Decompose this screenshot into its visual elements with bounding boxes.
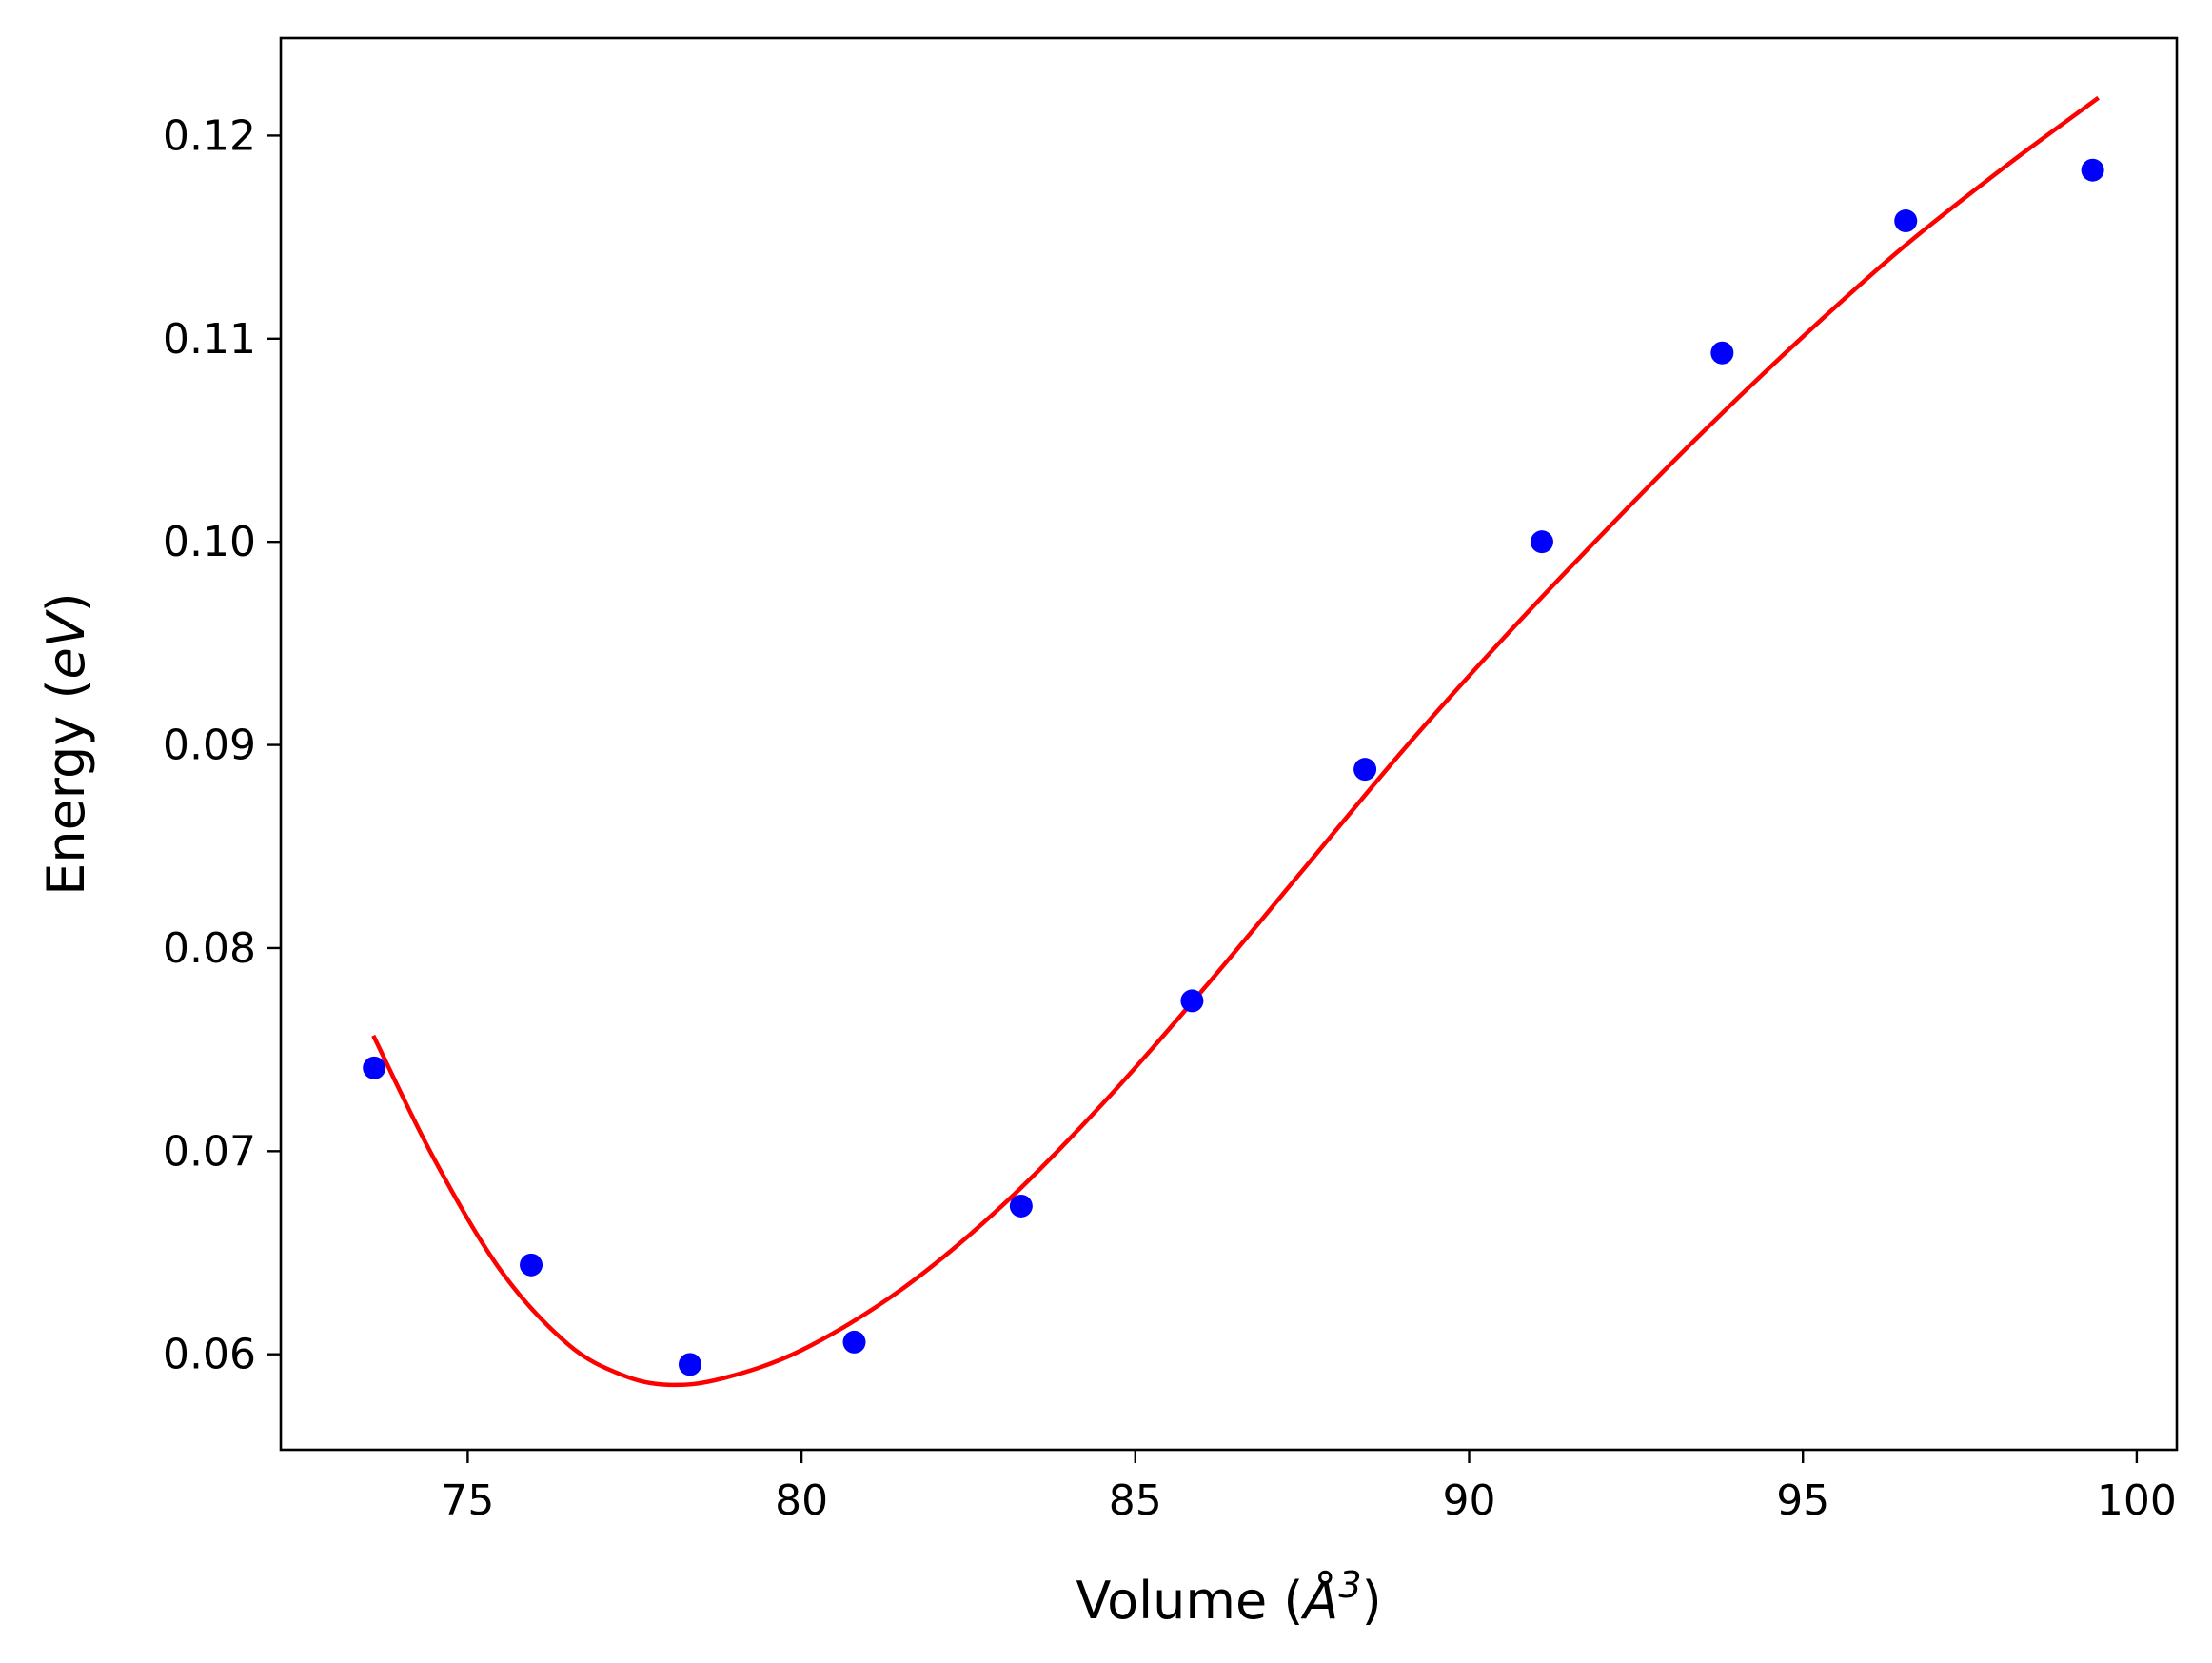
x-tick-label: 80 xyxy=(775,1476,828,1525)
y-tick-label: 0.10 xyxy=(163,518,256,566)
data-point xyxy=(1180,989,1204,1013)
y-tick-label: 0.11 xyxy=(163,315,256,364)
plot-area xyxy=(363,95,2104,1388)
x-tick-label: 75 xyxy=(441,1476,494,1525)
y-axis: 0.06 0.07 0.08 0.09 0.10 0.11 0.12 xyxy=(163,111,281,1379)
x-axis-title: Volume (Å3) xyxy=(1076,1564,1381,1631)
x-axis: 75 80 85 90 95 100 xyxy=(441,1450,2177,1525)
data-point xyxy=(842,1330,866,1354)
y-tick-label: 0.09 xyxy=(163,722,256,770)
x-axis-title-suffix: ) xyxy=(1362,1571,1382,1631)
x-tick-label: 95 xyxy=(1776,1476,1829,1525)
data-point xyxy=(678,1353,701,1376)
data-point xyxy=(1530,530,1553,554)
data-point xyxy=(1353,758,1377,782)
data-point xyxy=(1710,341,1734,365)
x-tick-label: 90 xyxy=(1443,1476,1496,1525)
y-tick-label: 0.07 xyxy=(163,1127,256,1176)
data-point xyxy=(363,1056,386,1079)
y-axis-title-suffix: ) xyxy=(36,592,96,612)
y-axis-title: Energy (eV) xyxy=(36,592,96,896)
y-tick-label: 0.06 xyxy=(163,1331,256,1379)
x-tick-label: 100 xyxy=(2097,1476,2177,1525)
y-axis-title-prefix: Energy ( xyxy=(36,679,96,895)
y-tick-label: 0.12 xyxy=(163,111,256,160)
x-tick-label: 85 xyxy=(1109,1476,1162,1525)
x-axis-title-exponent: 3 xyxy=(1338,1564,1361,1606)
data-point xyxy=(520,1253,543,1277)
y-axis-title-unit: eV xyxy=(36,608,96,679)
x-axis-title-prefix: Volume ( xyxy=(1076,1571,1303,1631)
fit-curve-line xyxy=(371,95,2100,1388)
data-point xyxy=(2081,158,2104,182)
data-point xyxy=(1009,1194,1033,1218)
data-point xyxy=(1894,209,1918,233)
y-tick-label: 0.08 xyxy=(163,924,256,973)
x-axis-title-symbol: Å xyxy=(1300,1570,1338,1631)
